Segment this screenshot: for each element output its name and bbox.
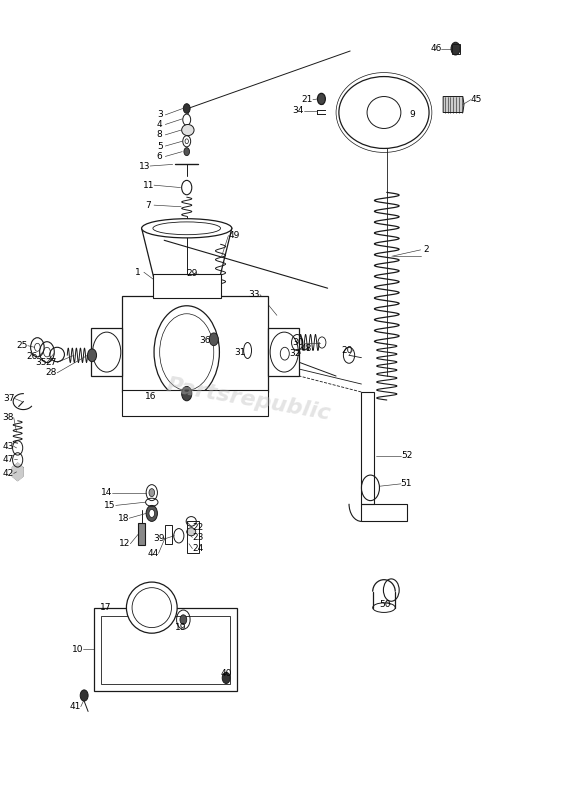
Circle shape — [209, 333, 218, 346]
Bar — [101, 616, 229, 683]
Text: 44: 44 — [147, 549, 159, 558]
Bar — [94, 608, 237, 691]
Text: 36: 36 — [199, 337, 211, 346]
Text: 16: 16 — [145, 392, 157, 402]
Text: 11: 11 — [142, 181, 154, 190]
Text: 5: 5 — [157, 142, 163, 150]
Text: 24: 24 — [192, 544, 203, 553]
Text: 49: 49 — [228, 231, 240, 240]
Text: 3: 3 — [157, 110, 163, 119]
Text: 26: 26 — [27, 352, 38, 362]
Text: 8: 8 — [157, 130, 163, 139]
Text: 20: 20 — [341, 346, 353, 355]
Text: 35: 35 — [36, 358, 47, 367]
Circle shape — [149, 510, 155, 518]
Text: 7: 7 — [146, 201, 151, 210]
Circle shape — [222, 672, 230, 683]
Text: 17: 17 — [100, 603, 111, 612]
Text: 42: 42 — [2, 469, 14, 478]
Text: 38: 38 — [2, 413, 14, 422]
Text: 29: 29 — [186, 270, 198, 278]
Text: 33: 33 — [249, 290, 260, 299]
Text: 34: 34 — [293, 106, 304, 115]
Text: 12: 12 — [119, 539, 131, 548]
Polygon shape — [443, 97, 464, 113]
Text: 46: 46 — [430, 44, 441, 53]
Circle shape — [182, 386, 192, 401]
Text: 48: 48 — [301, 344, 312, 354]
Bar — [268, 328, 299, 376]
Circle shape — [80, 690, 88, 701]
Text: 50: 50 — [379, 600, 391, 609]
Text: 31: 31 — [234, 347, 245, 357]
Circle shape — [180, 615, 186, 625]
Text: 19: 19 — [175, 623, 187, 632]
Circle shape — [149, 489, 155, 497]
Bar — [91, 328, 122, 376]
Text: 45: 45 — [471, 95, 482, 104]
Text: 22: 22 — [192, 523, 203, 532]
Circle shape — [88, 349, 97, 362]
Ellipse shape — [142, 218, 232, 238]
Text: 51: 51 — [401, 479, 412, 488]
Bar — [153, 274, 220, 298]
Bar — [138, 523, 145, 546]
Ellipse shape — [166, 363, 208, 373]
Text: 13: 13 — [139, 162, 150, 170]
Ellipse shape — [166, 315, 208, 325]
Text: 41: 41 — [69, 702, 81, 711]
Bar — [451, 44, 460, 54]
Text: 18: 18 — [118, 514, 129, 522]
Text: 52: 52 — [401, 451, 412, 461]
Text: 10: 10 — [72, 645, 83, 654]
Text: 27: 27 — [46, 358, 57, 367]
Text: Partsrepublic: Partsrepublic — [165, 376, 333, 424]
Text: 2: 2 — [423, 246, 429, 254]
Text: 43: 43 — [2, 442, 14, 451]
Circle shape — [146, 506, 158, 522]
Text: 14: 14 — [101, 488, 112, 497]
Ellipse shape — [164, 314, 209, 326]
Text: 25: 25 — [16, 341, 28, 350]
Text: 6: 6 — [157, 152, 163, 161]
Text: 23: 23 — [192, 533, 204, 542]
Text: 4: 4 — [157, 120, 163, 129]
Circle shape — [451, 42, 460, 55]
Text: 15: 15 — [105, 501, 116, 510]
Text: 21: 21 — [302, 95, 313, 104]
Text: 37: 37 — [3, 394, 14, 403]
Bar — [186, 522, 199, 554]
Ellipse shape — [339, 77, 429, 149]
Text: 28: 28 — [46, 368, 57, 378]
Text: 39: 39 — [153, 534, 164, 543]
Text: 40: 40 — [220, 669, 232, 678]
Ellipse shape — [182, 125, 194, 136]
Circle shape — [184, 148, 189, 156]
Bar — [122, 390, 268, 416]
Bar — [362, 504, 406, 522]
Bar — [166, 525, 172, 544]
Bar — [166, 320, 208, 368]
Bar — [122, 296, 268, 392]
Text: 9: 9 — [409, 110, 415, 118]
Text: 30: 30 — [293, 338, 304, 347]
Ellipse shape — [127, 582, 177, 633]
Circle shape — [318, 94, 325, 105]
Polygon shape — [12, 463, 23, 481]
Text: 47: 47 — [2, 454, 14, 463]
Ellipse shape — [186, 528, 195, 536]
Circle shape — [184, 104, 190, 114]
Bar — [362, 392, 374, 504]
Text: 32: 32 — [289, 349, 301, 358]
Text: 1: 1 — [136, 268, 141, 277]
